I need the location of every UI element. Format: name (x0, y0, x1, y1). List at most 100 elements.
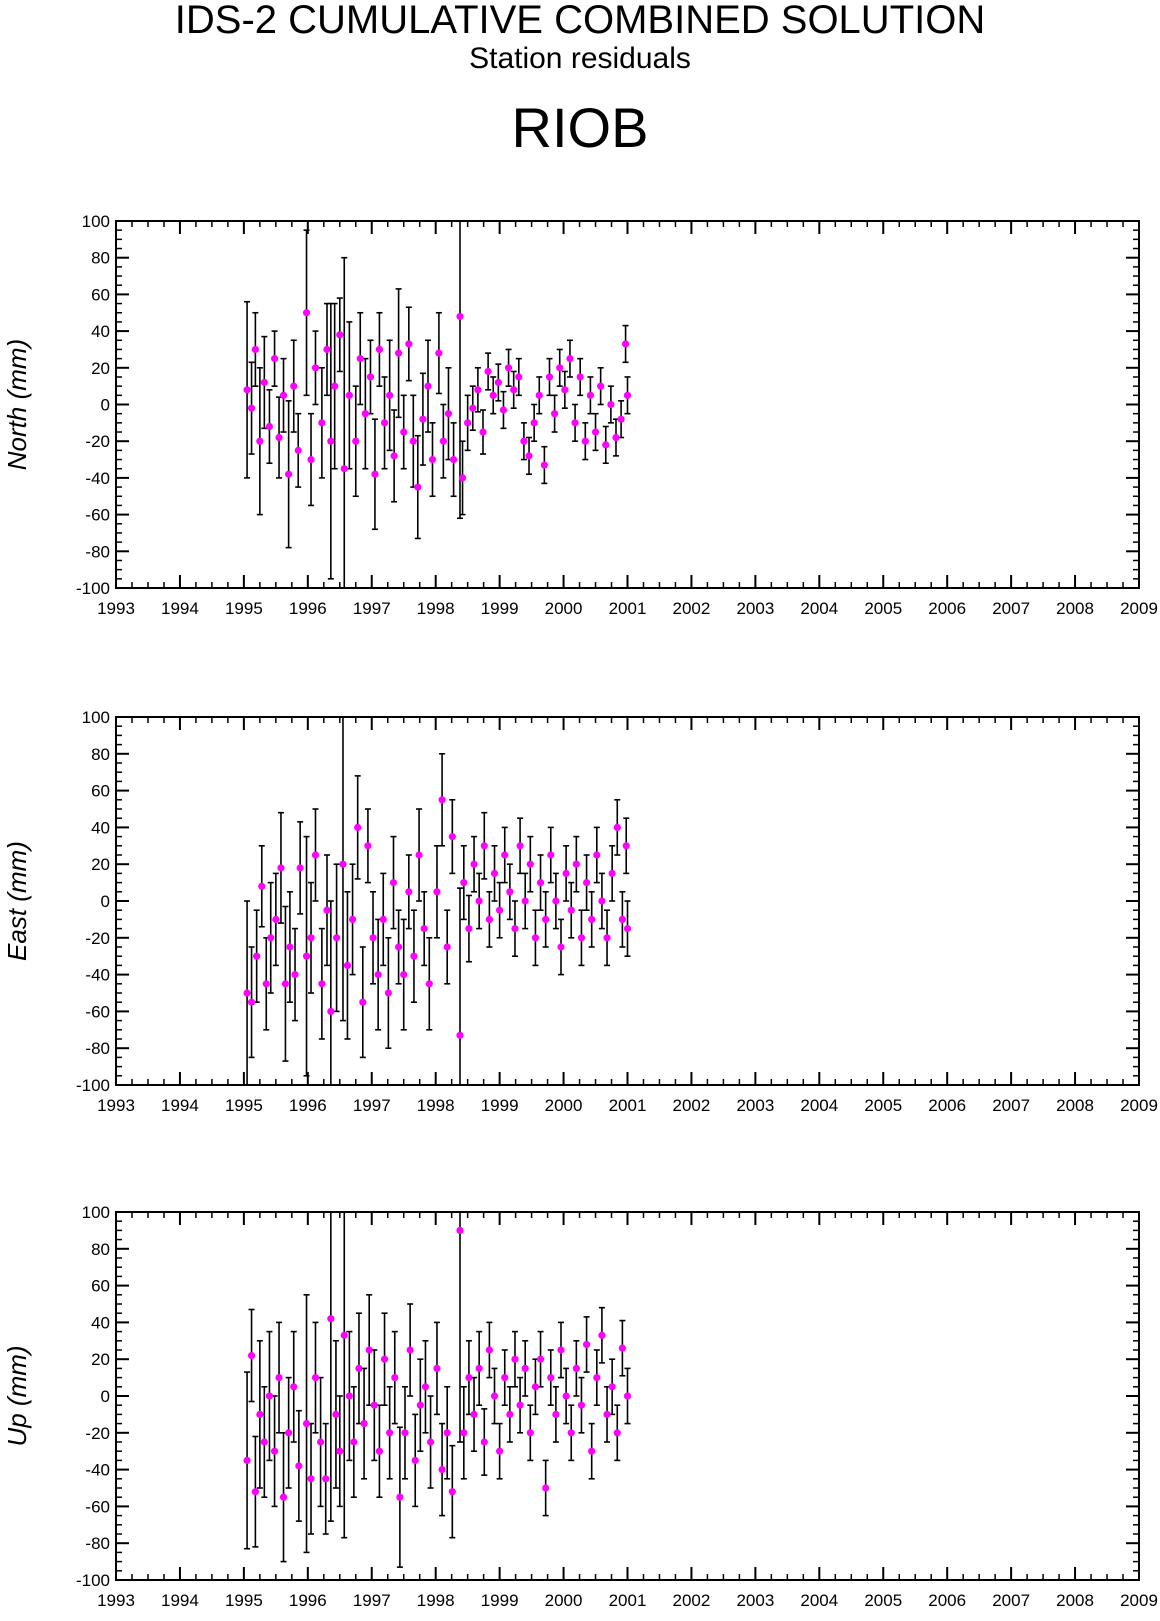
data-point (253, 952, 261, 960)
x-tick-label: 1996 (289, 1096, 327, 1115)
data-point (317, 1438, 325, 1446)
data-point (275, 433, 283, 442)
x-tick-label: 2009 (1120, 599, 1158, 618)
data-point (433, 1364, 441, 1372)
data-point (370, 1401, 378, 1409)
data-point (411, 1456, 419, 1464)
x-tick-label: 1995 (225, 1096, 263, 1115)
data-point (551, 410, 559, 418)
data-point (504, 364, 513, 372)
data-point (622, 842, 630, 850)
y-tick-label: -20 (85, 929, 110, 948)
data-point (485, 1346, 493, 1354)
data-point (323, 906, 331, 914)
chart-subtitle: Station residuals (469, 42, 691, 75)
x-tick-label: 1996 (289, 1591, 327, 1610)
x-tick-label: 1994 (161, 599, 199, 618)
data-point (279, 1493, 288, 1501)
data-point (336, 1447, 344, 1455)
data-point (302, 309, 311, 317)
data-point (602, 441, 610, 449)
data-point (361, 410, 369, 418)
x-tick-label: 1993 (97, 1096, 135, 1115)
x-tick-label: 1993 (97, 599, 135, 618)
data-point (571, 419, 579, 427)
x-tick-label: 2007 (992, 599, 1030, 618)
east-y-axis-label: East (mm) (2, 841, 32, 961)
data-point (386, 1429, 394, 1437)
data-point (295, 1462, 303, 1470)
data-point (496, 906, 504, 914)
data-point (355, 1364, 363, 1372)
data-point (577, 934, 586, 942)
y-tick-label: 60 (91, 285, 110, 304)
data-point (470, 860, 478, 868)
y-tick-label: 100 (82, 708, 110, 727)
data-point (582, 1340, 591, 1349)
data-point (444, 410, 453, 418)
x-tick-label: 1995 (225, 599, 263, 618)
data-point (323, 345, 331, 354)
data-point (247, 404, 256, 412)
data-point (360, 1420, 368, 1428)
data-point (612, 433, 620, 442)
data-point (277, 864, 285, 872)
data-point (536, 879, 545, 887)
data-point (286, 943, 294, 951)
data-point (618, 915, 626, 924)
data-point (545, 373, 554, 381)
data-point (521, 897, 529, 905)
data-point (294, 446, 302, 454)
data-point (506, 888, 514, 896)
data-point (603, 1410, 611, 1418)
data-point (593, 851, 601, 859)
data-point (307, 1475, 315, 1483)
data-point (506, 1410, 514, 1418)
data-point (613, 823, 621, 832)
data-point (395, 349, 403, 357)
data-point (327, 1007, 335, 1016)
y-tick-label: 40 (91, 818, 110, 837)
data-point (458, 474, 467, 482)
data-point (557, 1346, 565, 1354)
x-tick-label: 2006 (928, 1096, 966, 1115)
x-tick-label: 2001 (609, 599, 647, 618)
data-point (424, 382, 432, 390)
x-tick-label: 2008 (1056, 1096, 1094, 1115)
data-point (311, 1374, 320, 1382)
data-point (501, 851, 509, 859)
x-tick-label: 2009 (1120, 1591, 1158, 1610)
data-point (435, 349, 443, 357)
data-point (479, 428, 487, 436)
data-point (561, 386, 569, 394)
x-tick-label: 2001 (609, 1096, 647, 1115)
y-tick-label: -100 (76, 1571, 110, 1590)
data-point (414, 483, 422, 491)
data-point (302, 952, 311, 960)
data-point (510, 386, 518, 394)
data-point (415, 851, 423, 859)
data-point (438, 1466, 446, 1474)
y-tick-label: -60 (85, 1002, 110, 1021)
x-tick-label: 1999 (481, 599, 519, 618)
data-point (496, 1447, 504, 1455)
data-point (456, 312, 464, 321)
data-point (322, 1475, 330, 1483)
north-panel: 1993 1994 1995 1996 1997 1998 1999 2000 2001 2002… (2, 212, 1158, 618)
data-point (469, 404, 477, 412)
data-point (485, 915, 493, 924)
data-point (247, 1351, 256, 1360)
y-tick-label: -60 (85, 506, 110, 525)
x-tick-label: 2002 (673, 1096, 711, 1115)
data-point (607, 400, 615, 409)
data-point (562, 869, 570, 878)
data-point (572, 860, 580, 868)
y-tick-label: -40 (85, 1461, 110, 1480)
data-point (366, 373, 375, 381)
data-point (562, 1392, 570, 1400)
data-point (285, 470, 293, 478)
y-tick-label: -100 (76, 1076, 110, 1095)
y-tick-label: -80 (85, 542, 110, 561)
x-tick-label: 2003 (736, 1591, 774, 1610)
